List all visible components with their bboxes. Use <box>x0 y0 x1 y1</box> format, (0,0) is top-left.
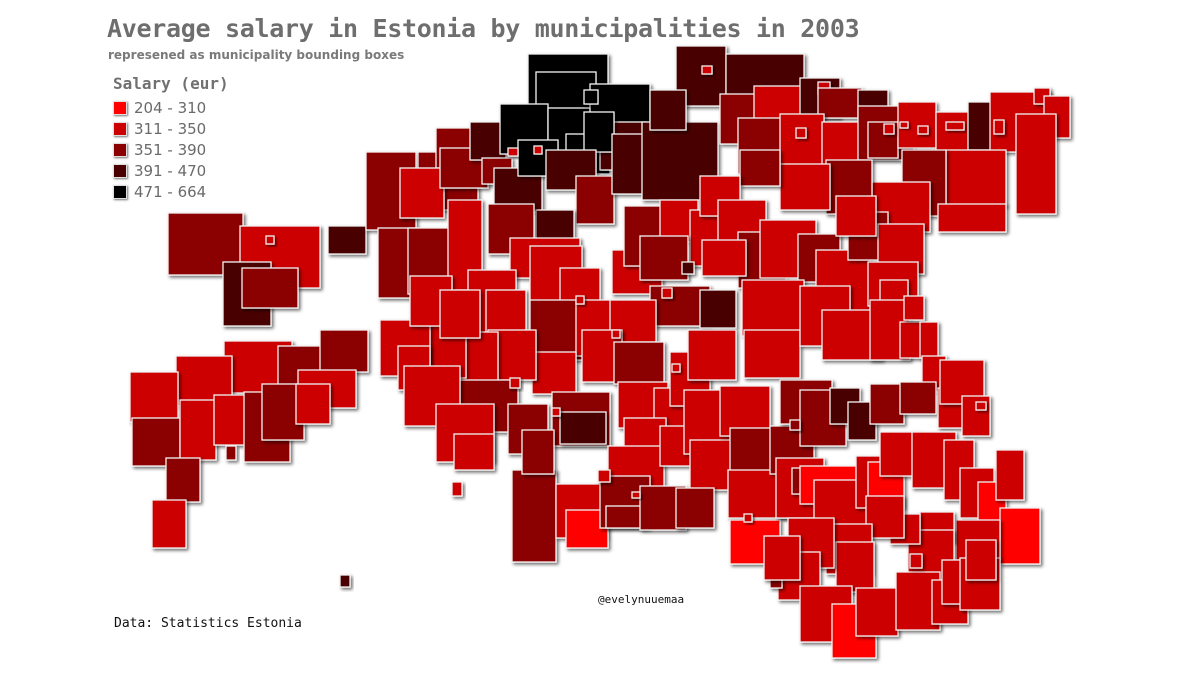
map-subtitle: represened as municipality bounding boxe… <box>108 48 405 62</box>
municipality-box <box>531 351 577 395</box>
municipality-box <box>937 203 1007 233</box>
municipality-box <box>909 553 923 569</box>
data-source: Data: Statistics Estonia <box>114 616 302 631</box>
legend-swatch <box>113 184 127 199</box>
legend-swatch <box>113 163 127 178</box>
municipality-box <box>701 65 713 75</box>
municipality-box <box>327 225 367 255</box>
legend-label: 311 - 350 <box>134 119 207 138</box>
municipality-box <box>521 429 555 475</box>
legend-label: 391 - 470 <box>134 161 207 180</box>
municipality-box <box>945 149 1007 207</box>
municipality-box <box>453 433 495 471</box>
municipality-box <box>743 513 753 523</box>
municipality-box <box>399 167 445 219</box>
municipality-box <box>583 111 615 153</box>
legend-label: 351 - 390 <box>134 140 207 159</box>
legend-label: 204 - 310 <box>134 98 207 117</box>
municipality-box <box>225 445 237 461</box>
municipality-box <box>903 295 925 321</box>
municipality-box <box>919 321 939 359</box>
municipality-box <box>789 419 801 431</box>
municipality-box <box>899 381 937 415</box>
municipality-box <box>869 383 905 425</box>
municipality-box <box>165 457 201 503</box>
municipality-box <box>945 121 965 131</box>
legend-item-1: 204 - 310 <box>113 97 229 118</box>
municipality-box <box>179 399 217 461</box>
municipality-box <box>551 407 561 417</box>
municipality-box <box>575 175 615 225</box>
map-title: Average salary in Estonia by municipalit… <box>107 14 860 43</box>
municipality-box <box>661 287 673 299</box>
legend: Salary (eur) 204 - 310 311 - 350 351 - 3… <box>113 74 229 202</box>
municipality-box <box>779 163 831 211</box>
legend-swatch <box>113 100 127 115</box>
municipality-box <box>265 235 275 245</box>
municipality-box <box>507 147 519 157</box>
legend-title: Salary (eur) <box>113 74 229 93</box>
municipality-box <box>583 89 599 105</box>
municipality-box <box>681 261 695 275</box>
legend-item-3: 351 - 390 <box>113 139 229 160</box>
municipality-box <box>743 329 801 379</box>
municipality-box <box>639 235 689 281</box>
municipality-box <box>795 127 807 139</box>
municipality-box <box>241 267 299 309</box>
municipality-box <box>511 469 557 563</box>
municipality-box <box>613 341 665 385</box>
municipality-box <box>339 574 351 588</box>
municipality-box <box>597 469 611 483</box>
municipality-box <box>151 499 187 549</box>
municipality-box <box>533 145 543 155</box>
municipality-box <box>883 123 895 135</box>
municipality-box <box>995 449 1025 501</box>
municipality-box <box>611 329 621 339</box>
municipality-box <box>439 289 481 339</box>
municipality-box <box>855 587 899 637</box>
municipality-box <box>575 295 585 305</box>
municipality-box <box>687 329 737 381</box>
municipality-box <box>835 541 875 593</box>
municipality-box <box>129 371 179 423</box>
legend-item-5: 471 - 664 <box>113 181 229 202</box>
municipality-box <box>485 289 527 335</box>
municipality-box <box>917 125 929 135</box>
municipality-box <box>739 149 781 187</box>
legend-swatch <box>113 121 127 136</box>
municipality-box <box>675 487 715 529</box>
municipality-box <box>899 121 909 129</box>
municipality-box <box>741 279 805 337</box>
municipality-box <box>671 363 681 373</box>
legend-swatch <box>113 142 127 157</box>
municipality-box <box>817 87 863 119</box>
municipality-box <box>835 195 877 237</box>
municipality-box <box>763 535 801 581</box>
municipality-box <box>993 119 1005 135</box>
legend-label: 471 - 664 <box>134 182 207 201</box>
municipality-box <box>509 377 521 389</box>
municipality-box <box>319 329 369 373</box>
municipality-box <box>559 411 607 445</box>
municipality-box <box>999 507 1041 565</box>
municipality-box <box>699 289 737 329</box>
municipality-box <box>935 111 973 153</box>
municipality-box <box>975 401 987 411</box>
municipality-box <box>779 113 825 171</box>
author-credit: @evelynuuemaa <box>598 593 685 606</box>
municipality-box <box>631 491 641 499</box>
municipality-box <box>451 481 463 497</box>
municipality-box <box>701 239 747 277</box>
municipality-box <box>649 89 687 131</box>
municipality-box <box>965 539 997 581</box>
municipality-box <box>295 383 331 425</box>
legend-item-2: 311 - 350 <box>113 118 229 139</box>
legend-item-4: 391 - 470 <box>113 160 229 181</box>
municipality-box <box>1015 113 1057 215</box>
